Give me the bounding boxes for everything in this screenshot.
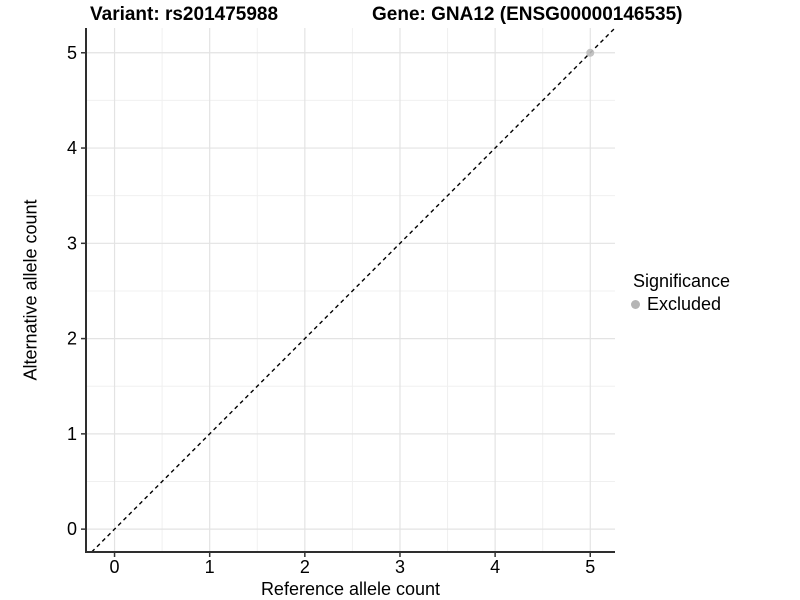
y-axis-title: Alternative allele count: [20, 199, 41, 381]
x-tick-label: 3: [395, 557, 405, 577]
x-tick-label: 0: [110, 557, 120, 577]
legend-entry-label: Excluded: [647, 294, 722, 314]
y-tick-label: 2: [67, 329, 77, 349]
legend-point-icon: [631, 299, 640, 309]
plot-title-gene: Gene: GNA12 (ENSG00000146535): [372, 4, 683, 25]
y-tick-label: 1: [67, 424, 77, 444]
legend-entry-excluded: Excluded: [631, 294, 730, 314]
legend-title: Significance: [633, 271, 731, 291]
identity-line: [91, 27, 616, 553]
x-tick-label: 1: [205, 557, 215, 577]
y-tick-label: 0: [67, 519, 77, 539]
x-tick-label: 5: [585, 557, 595, 577]
y-tick-label: 5: [67, 43, 77, 63]
x-tick-label: 4: [490, 557, 500, 577]
x-tick-label: 2: [300, 557, 310, 577]
y-tick-label: 3: [67, 233, 77, 253]
x-axis-title: Reference allele count: [260, 579, 441, 599]
y-tick-label: 4: [67, 138, 77, 158]
legend: Significance Excluded: [631, 271, 730, 314]
plot-title-variant: Variant: rs201475988: [90, 4, 279, 25]
data-point: [586, 48, 595, 57]
